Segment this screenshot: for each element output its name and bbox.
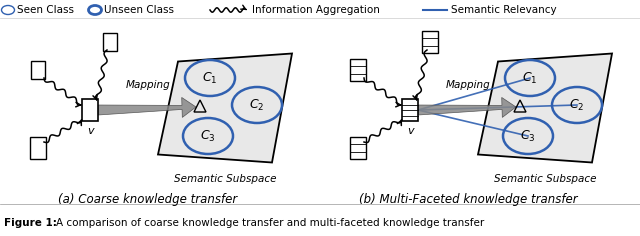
Text: Unseen Class: Unseen Class [104,5,174,15]
Text: $C_3$: $C_3$ [200,128,216,143]
Polygon shape [478,54,612,163]
Text: $C_1$: $C_1$ [522,71,538,86]
Text: Information Aggregation: Information Aggregation [252,5,380,15]
Bar [350,137,366,159]
Text: Semantic Subspace: Semantic Subspace [173,174,276,185]
Polygon shape [98,97,196,118]
Text: Semantic Relevancy: Semantic Relevancy [451,5,557,15]
Text: $C_1$: $C_1$ [202,71,218,86]
Bar [30,137,46,159]
Bar [422,31,438,53]
Text: Seen Class: Seen Class [17,5,74,15]
Polygon shape [418,97,516,118]
Bar [103,33,117,51]
Bar [31,61,45,79]
Bar [402,99,418,121]
Text: Figure 1:: Figure 1: [4,218,57,228]
Text: $C_2$: $C_2$ [570,97,585,113]
Text: $C_2$: $C_2$ [250,97,265,113]
Text: Mapping: Mapping [125,80,170,90]
Text: $C_3$: $C_3$ [520,128,536,143]
Text: Mapping: Mapping [445,80,490,90]
Polygon shape [158,54,292,163]
Text: $v$: $v$ [86,126,95,136]
Text: (b) Multi-Faceted knowledge transfer: (b) Multi-Faceted knowledge transfer [358,193,577,206]
Text: $v$: $v$ [406,126,415,136]
Text: Semantic Subspace: Semantic Subspace [493,174,596,185]
Text: (a) Coarse knowledge transfer: (a) Coarse knowledge transfer [58,193,237,206]
Text: A comparison of coarse knowledge transfer and multi-faceted knowledge transfer: A comparison of coarse knowledge transfe… [56,218,484,228]
Bar [82,99,98,121]
Bar [350,59,366,81]
